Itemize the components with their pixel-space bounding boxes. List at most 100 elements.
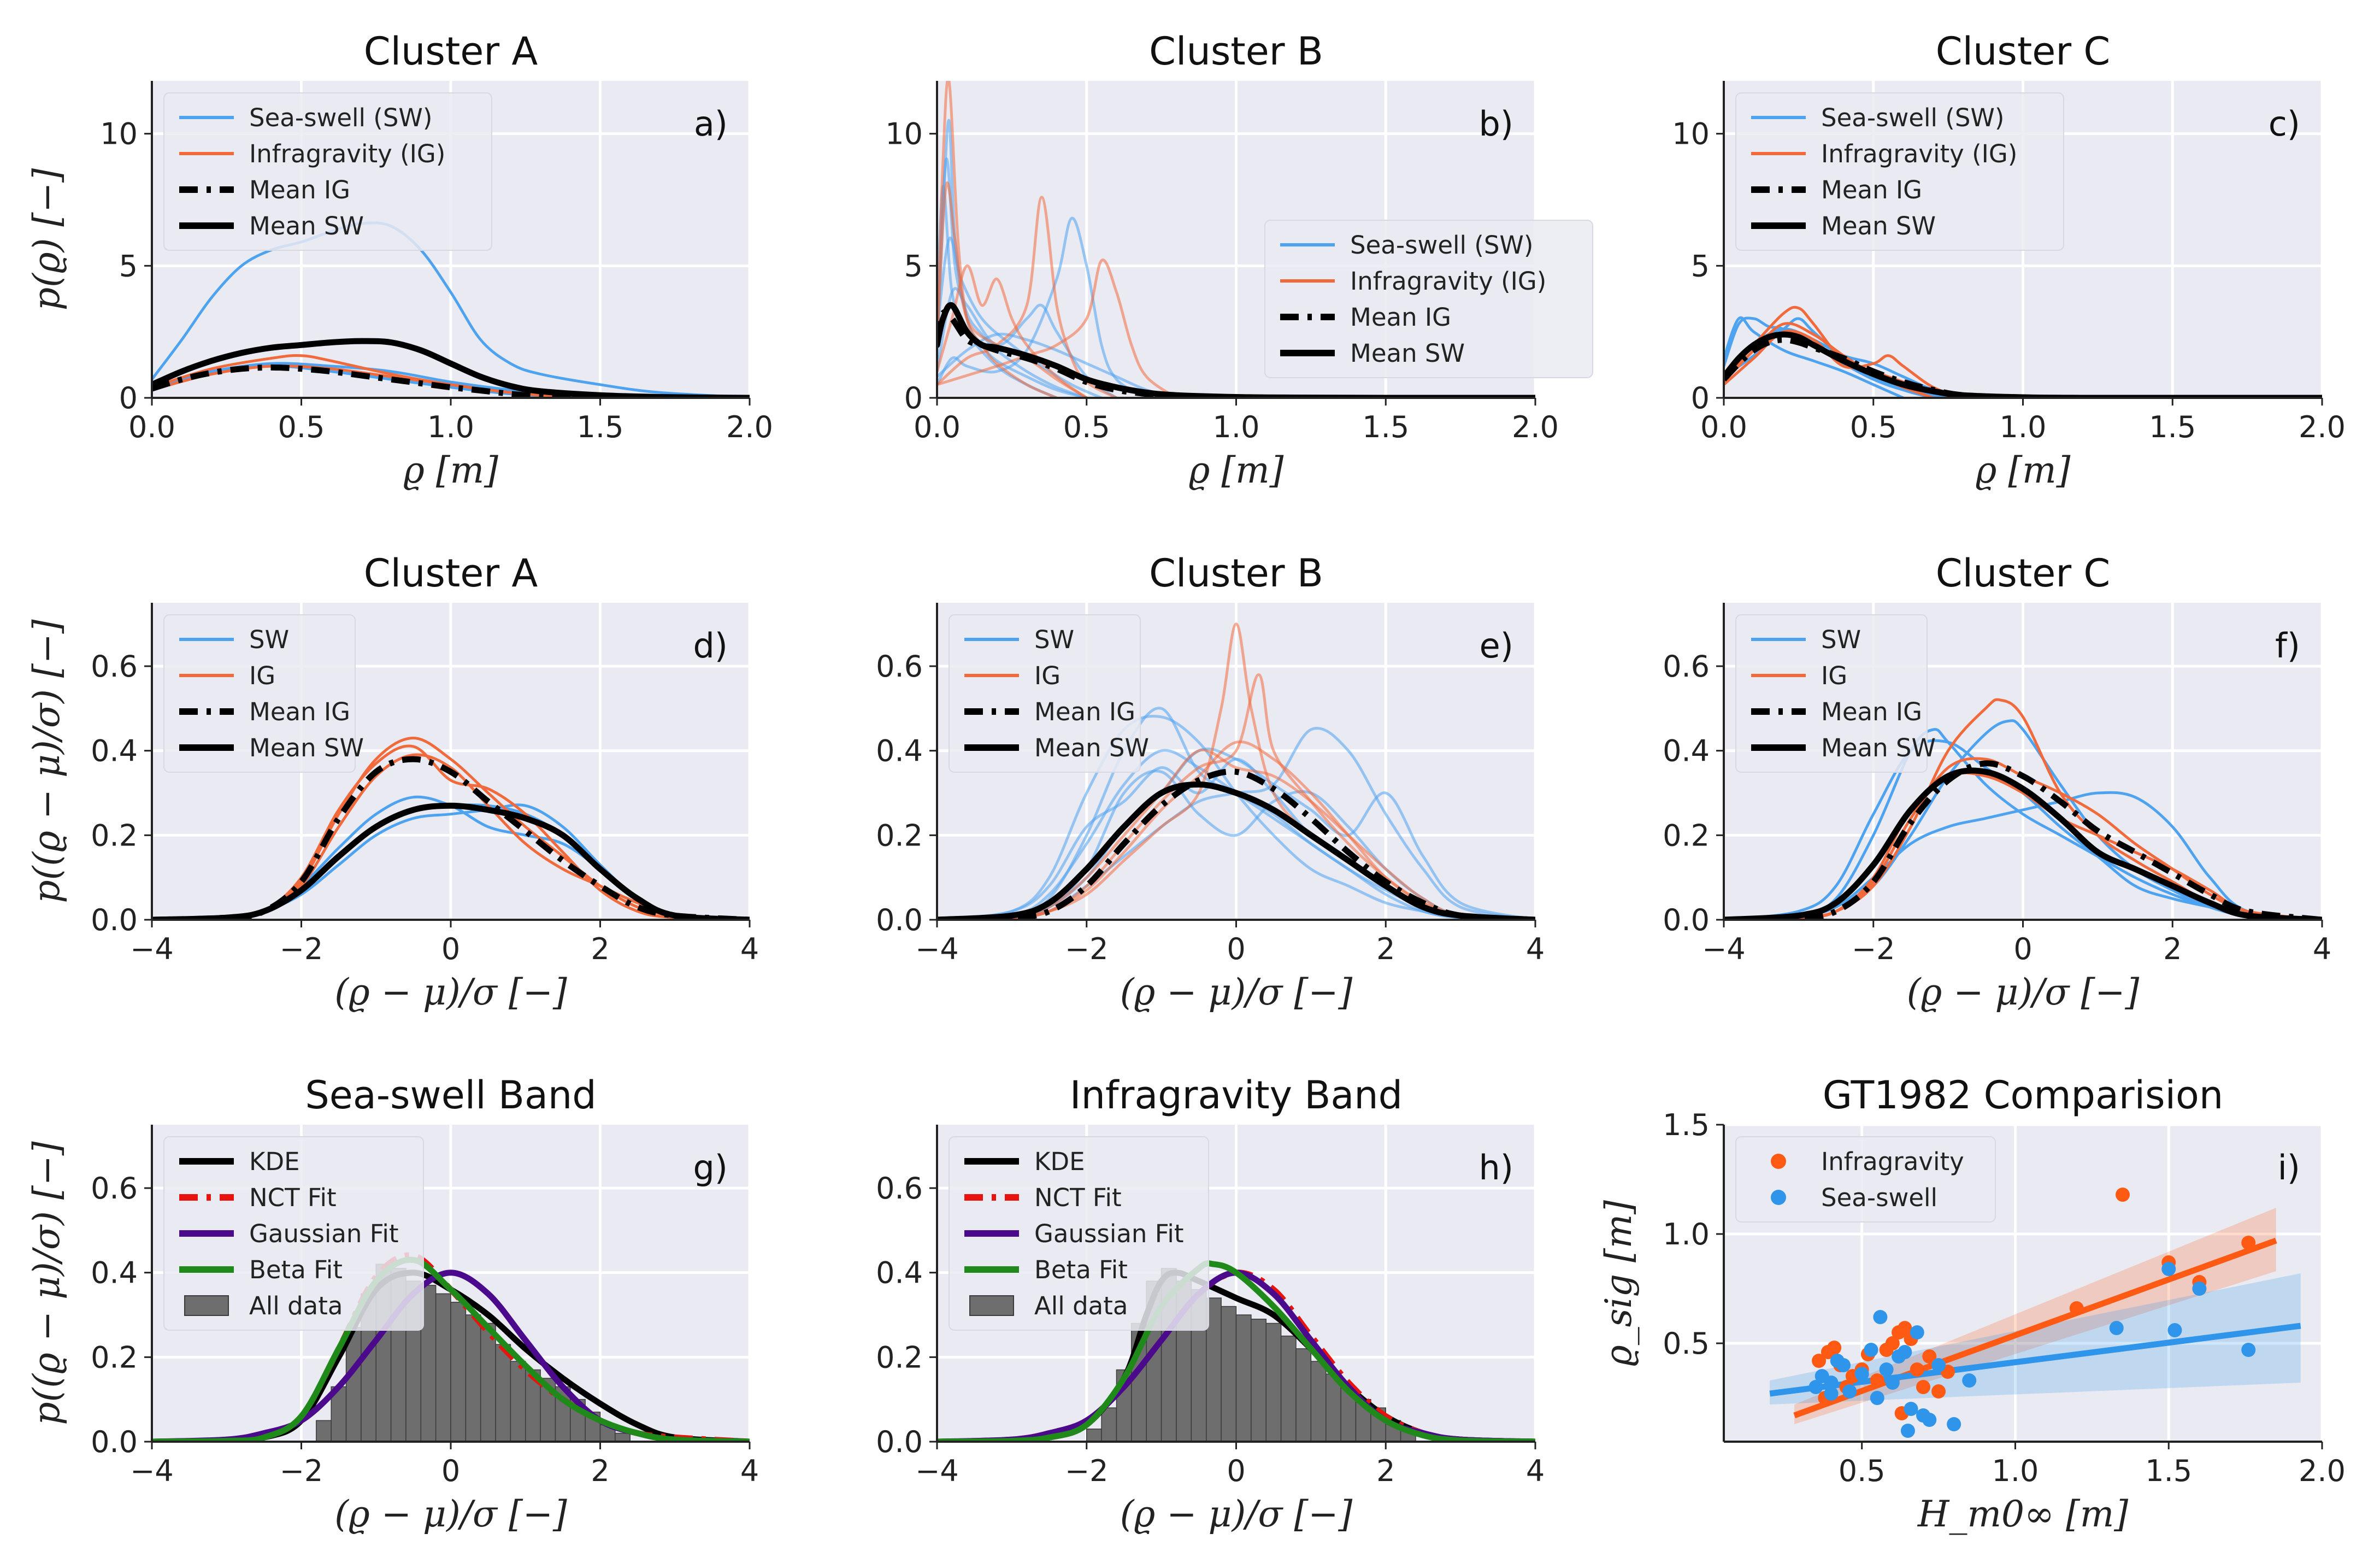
panel-letter: b) [1478, 104, 1513, 144]
series-line [152, 338, 750, 398]
x-tick-label: 2 [1376, 932, 1395, 966]
scatter-point [1885, 1336, 1900, 1350]
scatter-point [2109, 1321, 2124, 1335]
legend-label: All data [249, 1291, 343, 1320]
series-line [1724, 767, 2322, 920]
y-tick-label: 0.0 [876, 1425, 923, 1459]
scatter-point [1885, 1376, 1900, 1390]
scatter-point [2167, 1323, 2182, 1337]
x-tick-label: −4 [915, 1454, 959, 1488]
scatter-point [1824, 1376, 1839, 1390]
histogram-bar [1251, 1318, 1266, 1442]
x-tick-label: 0 [1227, 1454, 1245, 1488]
legend: KDE NCT Fit Gaussian Fit Beta Fit All data [163, 1136, 424, 1331]
legend-label: Sea-swell (SW) [249, 103, 432, 132]
x-tick-label: −2 [1065, 932, 1109, 966]
panel-f: −4 −2 0 2 4 0.0 0.2 0.4 0.6 Cluster C (ϱ − μ)/σ [−… [1663, 551, 2331, 1013]
histogram-bar [450, 1302, 467, 1442]
scatter-point [1931, 1384, 1946, 1399]
scatter-point [1916, 1380, 1930, 1394]
panel-title: Sea-swell Band [305, 1073, 596, 1118]
series-line [937, 196, 1118, 398]
series-line [152, 802, 750, 920]
plot-content [152, 221, 750, 398]
panel-i: 0.5 1.0 1.5 2.0 0.5 1.0 1.5 GT1982 Comparision H… [1598, 1073, 2346, 1535]
histogram-bar [1221, 1306, 1237, 1442]
scatter-point [2241, 1236, 2256, 1250]
series-line [937, 1260, 1535, 1442]
y-axis-label: ϱ_sig [m] [1598, 1200, 1640, 1366]
panel-title: Cluster B [1149, 551, 1323, 596]
legend: Sea-swell (SW) Infragravity (IG) Mean IG Me… [1735, 92, 2064, 251]
scatter-point [1910, 1362, 1924, 1377]
histogram-bar [435, 1293, 451, 1442]
y-tick-label: 0.4 [876, 1256, 923, 1290]
legend-box [1264, 220, 1593, 378]
scatter-point [1900, 1424, 1915, 1438]
x-tick-label: 0 [2013, 932, 2032, 966]
x-tick-label: 1.5 [2145, 1454, 2192, 1488]
scatter-point [1898, 1345, 1912, 1359]
scatter-point [2069, 1301, 2084, 1315]
scatter-point [1898, 1321, 1912, 1335]
scatter-point [2192, 1282, 2207, 1296]
histogram-bar [1280, 1335, 1297, 1442]
legend-label: SW [1034, 625, 1074, 654]
x-axis-label: (ϱ − μ)/σ [−] [1120, 971, 1353, 1013]
legend-box [1735, 1136, 1996, 1223]
scatter-point [1836, 1358, 1851, 1372]
scatter-point [2161, 1262, 2176, 1276]
x-tick-label: 0.0 [914, 410, 961, 444]
x-tick-label: 1.0 [2000, 410, 2047, 444]
scatter-point [1824, 1386, 1839, 1401]
legend: SW IG Mean IG Mean SW [949, 614, 1149, 773]
y-tick-label: 0.0 [91, 1425, 138, 1459]
histogram-bar [1295, 1348, 1312, 1442]
y-tick-label: 10 [885, 117, 923, 151]
legend-label: All data [1034, 1291, 1128, 1320]
x-tick-label: −4 [130, 932, 174, 966]
x-tick-label: 0 [441, 932, 460, 966]
x-tick-label: 4 [1526, 1454, 1545, 1488]
y-tick-label: 0.5 [1663, 1326, 1710, 1361]
legend-label: Sea-swell (SW) [1350, 231, 1533, 260]
x-tick-label: 0.5 [1850, 410, 1897, 444]
legend-label: Mean SW [249, 733, 364, 762]
series-line [152, 364, 571, 398]
y-tick-label: 0.2 [91, 1340, 138, 1374]
x-tick-label: 1.0 [427, 410, 474, 444]
y-tick-label: 0.6 [876, 649, 923, 684]
legend-label: Infragravity (IG) [1350, 267, 1546, 296]
histogram-bar [465, 1314, 481, 1442]
series-line [152, 1256, 750, 1442]
legend-label: Infragravity [1821, 1147, 1964, 1176]
y-tick-label: 0.0 [1663, 903, 1710, 937]
scatter-point [1864, 1343, 1878, 1357]
legend-label: Beta Fit [249, 1255, 343, 1284]
histogram-bar [1101, 1407, 1117, 1442]
plot-content [1724, 698, 2322, 920]
legend: SW IG Mean IG Mean SW [1735, 614, 1936, 773]
x-axis-label: (ϱ − μ)/σ [−] [334, 971, 567, 1013]
legend-label: Mean IG [1350, 303, 1451, 332]
x-tick-label: 1.5 [577, 410, 624, 444]
x-axis-label: (ϱ − μ)/σ [−] [1120, 1493, 1353, 1535]
y-tick-label: 0.4 [91, 1256, 138, 1290]
x-tick-label: 0.0 [128, 410, 175, 444]
scatter-point [2241, 1343, 2256, 1357]
y-tick-label: 0.2 [1663, 818, 1710, 853]
x-tick-label: 1.5 [2149, 410, 2196, 444]
x-tick-label: −2 [280, 1454, 323, 1488]
histogram-bar [495, 1344, 511, 1442]
y-tick-label: 5 [119, 249, 138, 283]
scatter-point [1870, 1391, 1884, 1405]
panel-g: −4 −2 0 2 4 0.0 0.2 0.4 0.6 Sea-swell Band (ϱ − μ)… [26, 1073, 759, 1535]
panel-h: −4 −2 0 2 4 0.0 0.2 0.4 0.6 Infragravity Band (ϱ −… [876, 1073, 1545, 1535]
y-tick-label: 0.2 [91, 818, 138, 853]
x-tick-label: −4 [130, 1454, 174, 1488]
scatter-point [1910, 1325, 1924, 1339]
scatter-point [1812, 1354, 1827, 1368]
legend: Infragravity Sea-swell [1735, 1136, 1996, 1223]
series-line [1724, 337, 2023, 398]
